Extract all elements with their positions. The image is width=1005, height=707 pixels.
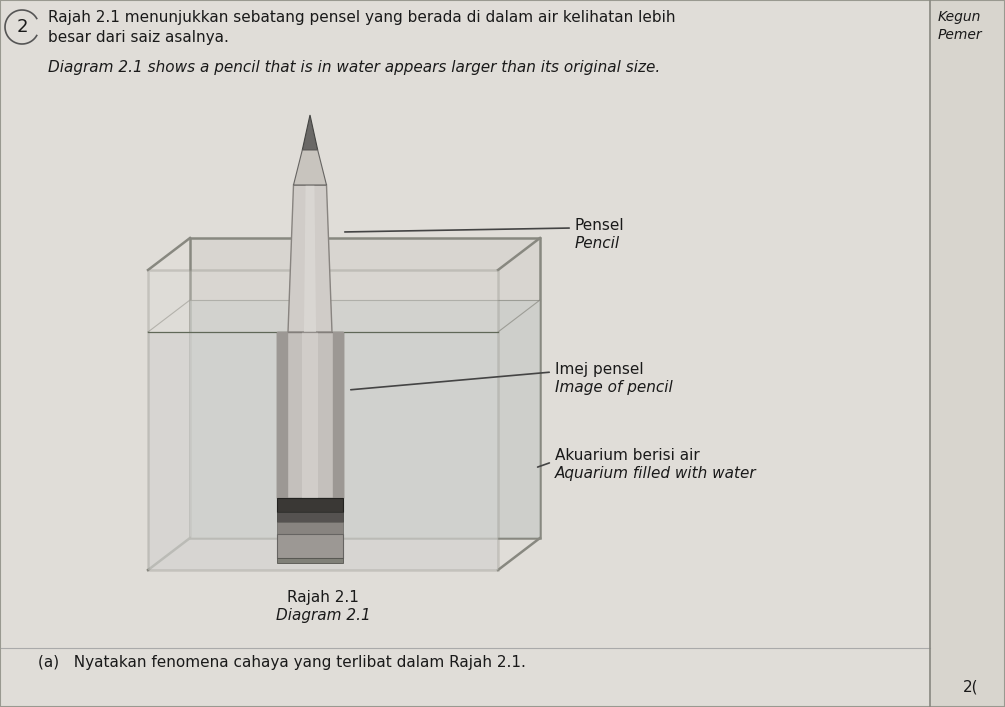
Polygon shape <box>148 332 498 570</box>
Text: Pencil: Pencil <box>575 236 620 251</box>
Text: Rajah 2.1: Rajah 2.1 <box>287 590 359 605</box>
Text: Rajah 2.1 menunjukkan sebatang pensel yang berada di dalam air kelihatan lebih: Rajah 2.1 menunjukkan sebatang pensel ya… <box>48 10 675 25</box>
Text: Diagram 2.1 shows a pencil that is in water appears larger than its original siz: Diagram 2.1 shows a pencil that is in wa… <box>48 60 660 75</box>
Polygon shape <box>293 150 327 185</box>
Bar <box>277 534 343 558</box>
Bar <box>277 498 343 512</box>
Bar <box>277 512 343 522</box>
Bar <box>277 332 287 498</box>
Polygon shape <box>321 185 332 332</box>
Text: Imej pensel: Imej pensel <box>555 362 643 377</box>
Text: Pemer: Pemer <box>938 28 983 42</box>
Polygon shape <box>190 300 540 538</box>
Text: Aquarium filled with water: Aquarium filled with water <box>555 466 757 481</box>
Bar <box>930 0 1005 707</box>
Text: Diagram 2.1: Diagram 2.1 <box>275 608 371 623</box>
Bar <box>277 558 343 563</box>
Bar <box>333 332 343 498</box>
Polygon shape <box>288 185 332 332</box>
Text: 2: 2 <box>16 18 28 36</box>
Text: Pensel: Pensel <box>575 218 625 233</box>
Polygon shape <box>148 270 498 570</box>
Polygon shape <box>304 185 316 332</box>
Text: Image of pencil: Image of pencil <box>555 380 672 395</box>
Text: Kegun: Kegun <box>938 10 981 24</box>
Polygon shape <box>288 185 299 332</box>
Polygon shape <box>302 332 318 498</box>
Text: 2(: 2( <box>963 680 978 695</box>
Bar <box>277 522 343 534</box>
Text: (a)   Nyatakan fenomena cahaya yang terlibat dalam Rajah 2.1.: (a) Nyatakan fenomena cahaya yang terlib… <box>38 655 526 670</box>
Polygon shape <box>303 115 318 150</box>
Polygon shape <box>277 332 343 498</box>
Text: besar dari saiz asalnya.: besar dari saiz asalnya. <box>48 30 229 45</box>
Polygon shape <box>190 238 540 538</box>
Text: Akuarium berisi air: Akuarium berisi air <box>555 448 699 463</box>
